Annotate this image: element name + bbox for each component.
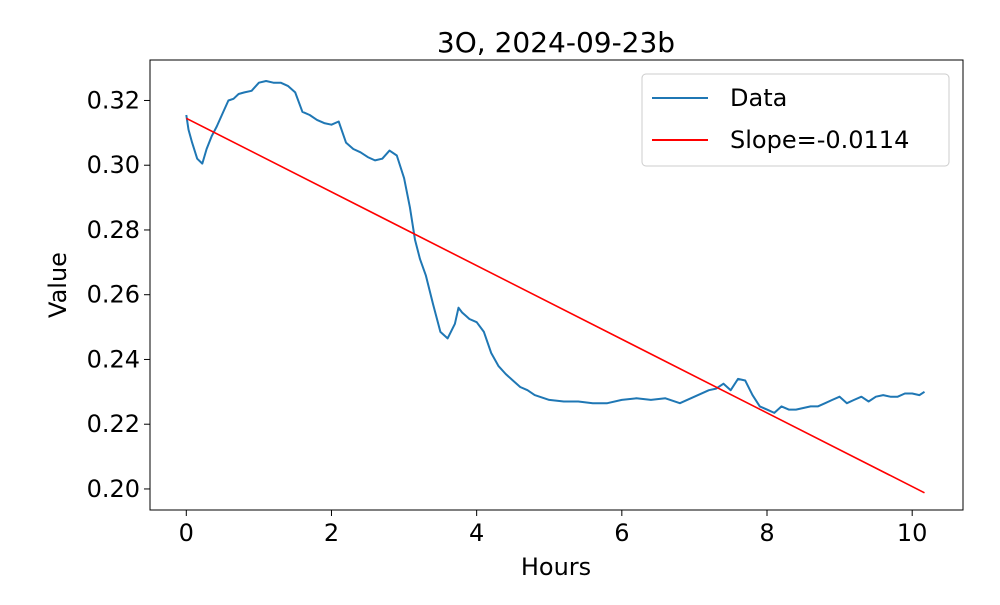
- legend-label: Data: [730, 84, 787, 112]
- x-tick-label: 0: [179, 519, 194, 547]
- x-tick-label: 2: [324, 519, 339, 547]
- x-tick-label: 4: [469, 519, 484, 547]
- x-tick-label: 8: [759, 519, 774, 547]
- x-axis-label: Hours: [521, 553, 591, 581]
- x-tick-label: 6: [614, 519, 629, 547]
- x-axis-ticks: 0 2 4 6 8 10: [179, 510, 928, 547]
- series-layer: [185, 80, 926, 494]
- legend: Data Slope=-0.0114: [641, 73, 950, 167]
- y-tick-label: 0.24: [87, 345, 140, 373]
- y-tick-label: 0.20: [87, 475, 140, 503]
- y-axis-label: Value: [44, 252, 72, 318]
- y-tick-label: 0.32: [87, 86, 140, 114]
- series-line-slope: [185, 117, 925, 494]
- y-tick-label: 0.28: [87, 216, 140, 244]
- x-tick-label: 10: [897, 519, 928, 547]
- legend-label: Slope=-0.0114: [730, 126, 909, 154]
- y-axis-ticks: 0.20 0.22 0.24 0.26 0.28 0.30 0.32: [87, 86, 150, 503]
- y-tick-label: 0.26: [87, 281, 140, 309]
- chart-title: 3O, 2024-09-23b: [437, 26, 675, 59]
- legend-box: [641, 73, 950, 167]
- y-tick-label: 0.30: [87, 151, 140, 179]
- y-tick-label: 0.22: [87, 410, 140, 438]
- plot-frame: [149, 59, 964, 511]
- series-line-data: [185, 80, 926, 414]
